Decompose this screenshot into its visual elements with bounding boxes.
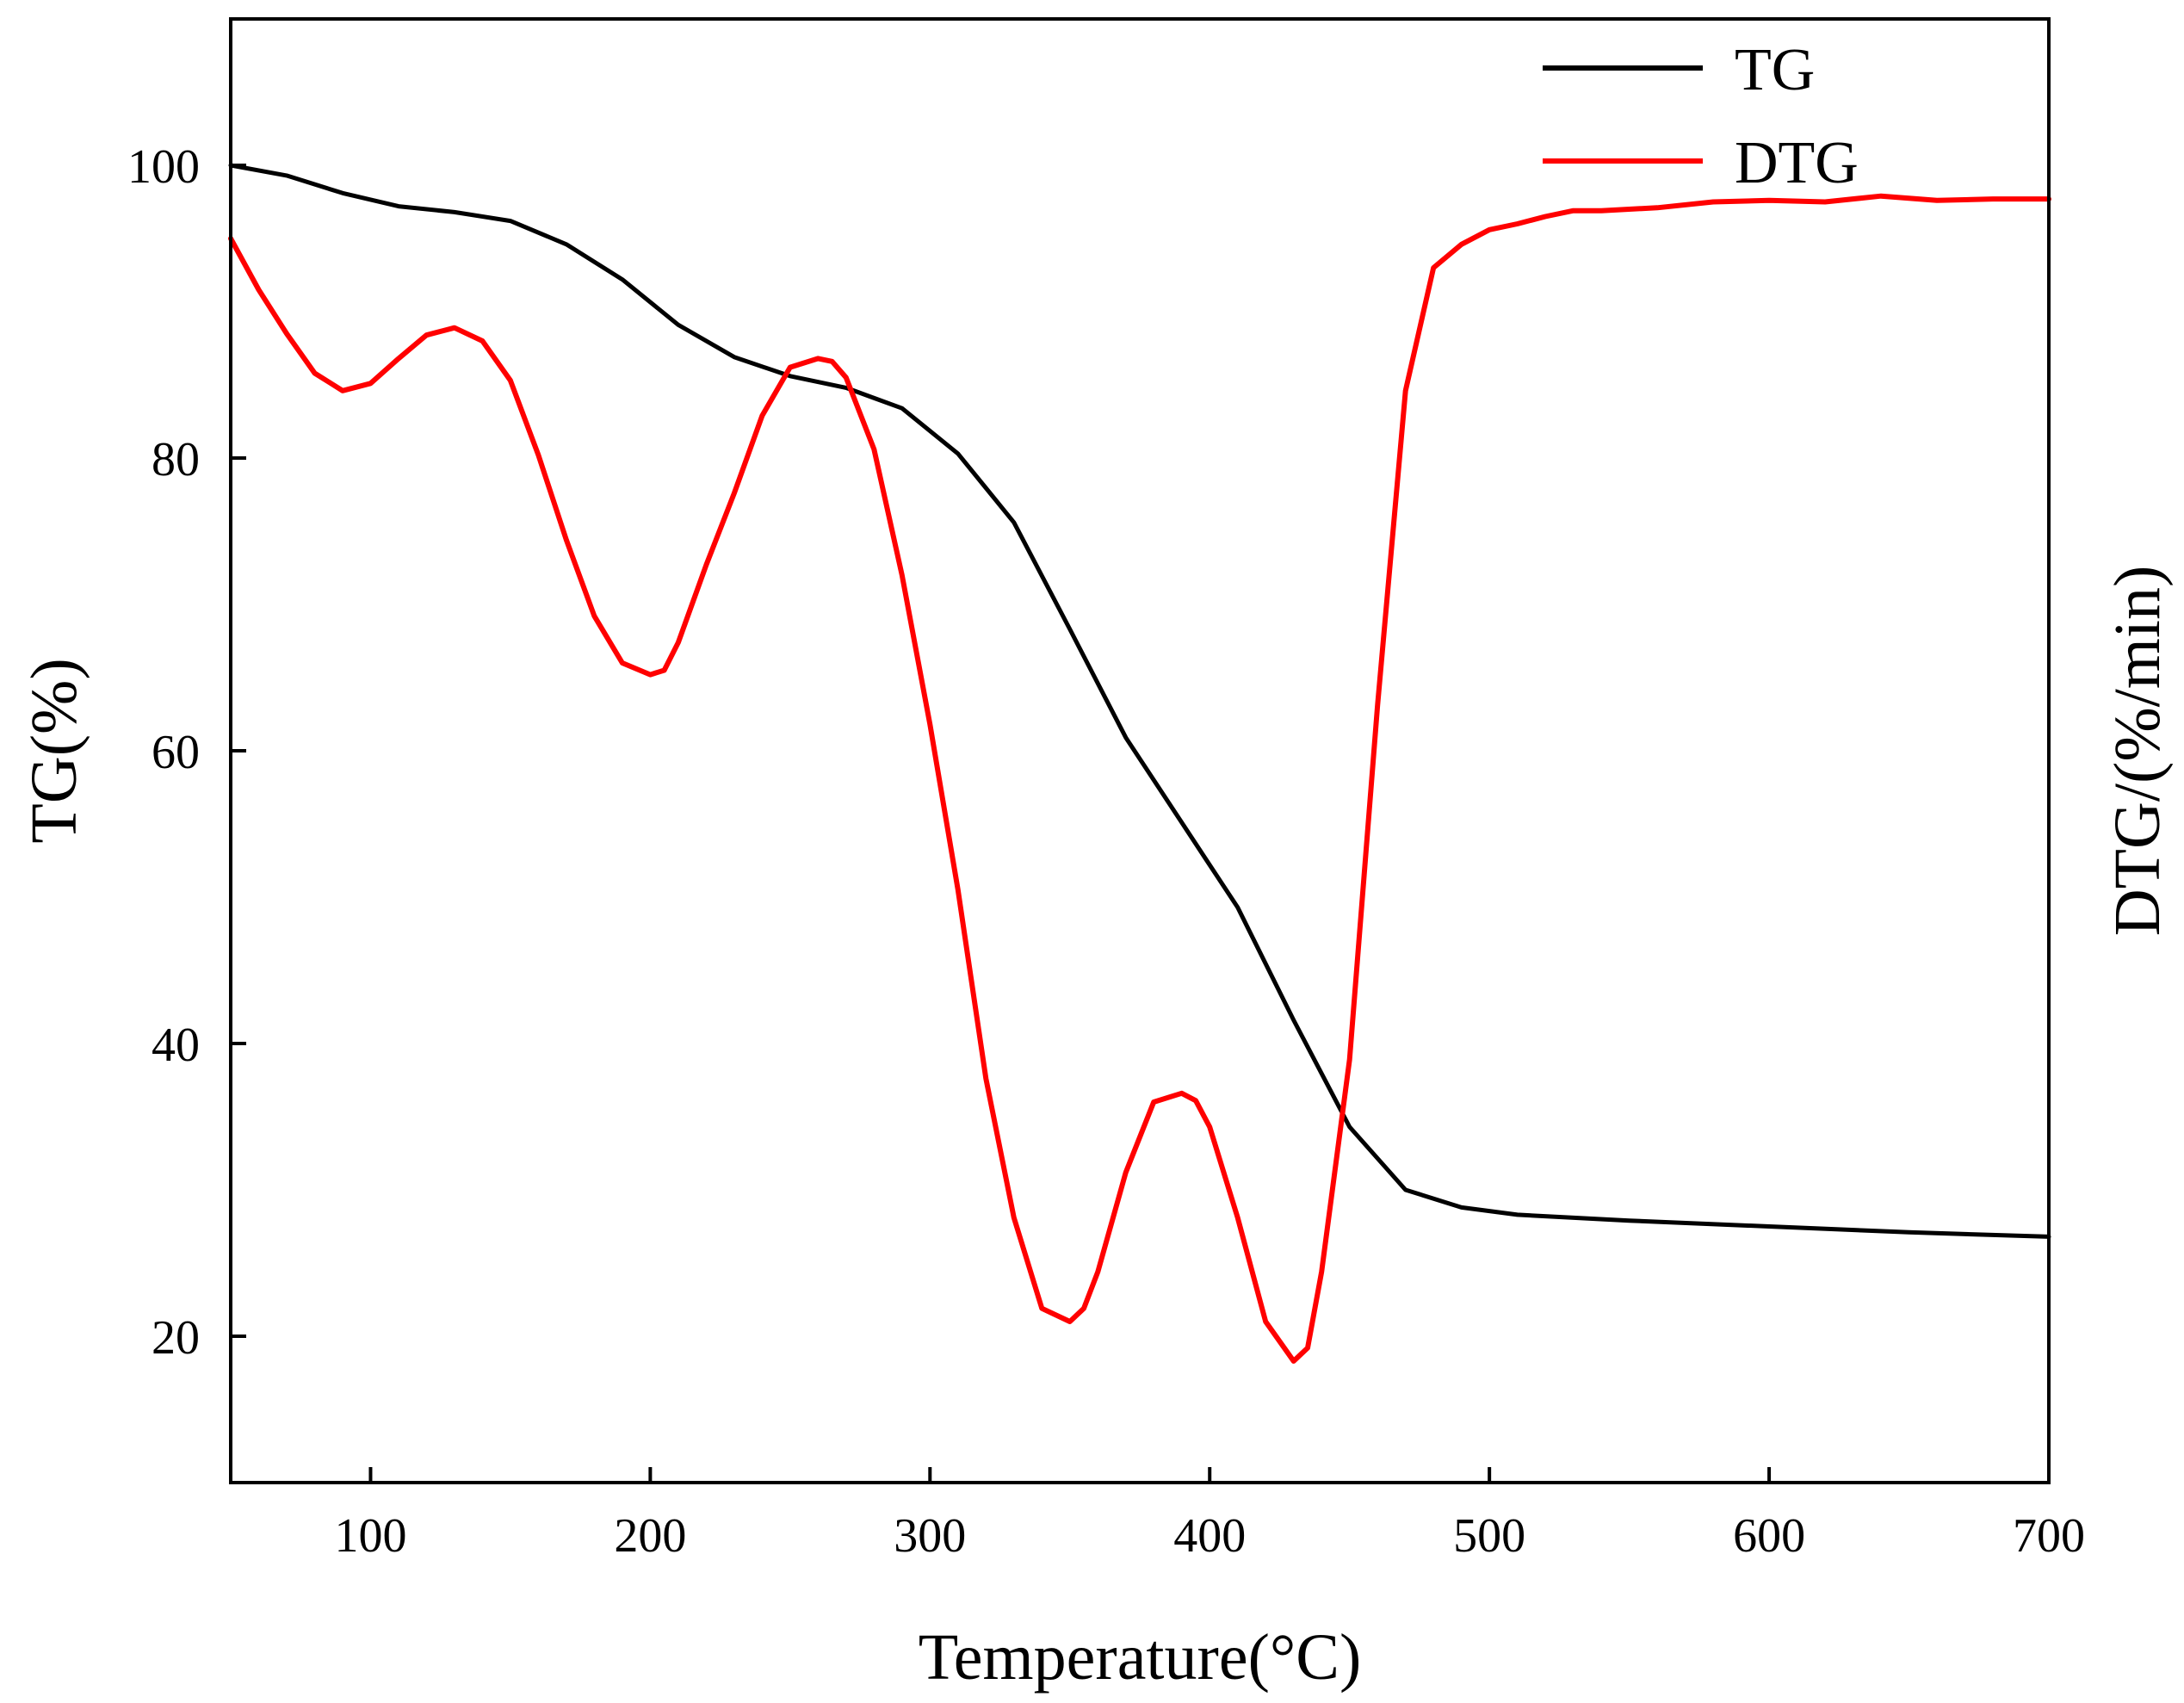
y-tick-label: 60 — [152, 726, 200, 779]
series-line-dtg — [228, 193, 2051, 1364]
y-axis-title-right: DTG/(%/min) — [2101, 566, 2174, 937]
x-tick-label: 500 — [1453, 1509, 1525, 1563]
series-line-tg — [228, 163, 2051, 1239]
x-tick-label: 300 — [894, 1509, 966, 1563]
y-axis-ticks: 20 40 60 80 100 — [127, 140, 246, 1365]
y-tick-label: 20 — [152, 1311, 200, 1365]
legend-label-tg: TG — [1735, 37, 1815, 103]
y-tick-label: 40 — [152, 1019, 200, 1072]
x-tick-label: 700 — [2013, 1509, 2085, 1563]
x-axis-ticks: 100 200 300 400 500 600 700 — [334, 1467, 2085, 1563]
x-tick-label: 100 — [334, 1509, 406, 1563]
y-tick-label: 100 — [127, 140, 200, 194]
x-tick-label: 600 — [1733, 1509, 1805, 1563]
legend: TG DTG — [1543, 37, 1859, 196]
x-axis-title: Temperature(°C) — [919, 1621, 1362, 1694]
legend-label-dtg: DTG — [1735, 130, 1859, 196]
series-layer — [228, 163, 2051, 1364]
x-tick-label: 200 — [614, 1509, 686, 1563]
y-axis-title-left: TG(%) — [18, 658, 90, 843]
x-tick-label: 400 — [1173, 1509, 1246, 1563]
y-tick-label: 80 — [152, 433, 200, 486]
